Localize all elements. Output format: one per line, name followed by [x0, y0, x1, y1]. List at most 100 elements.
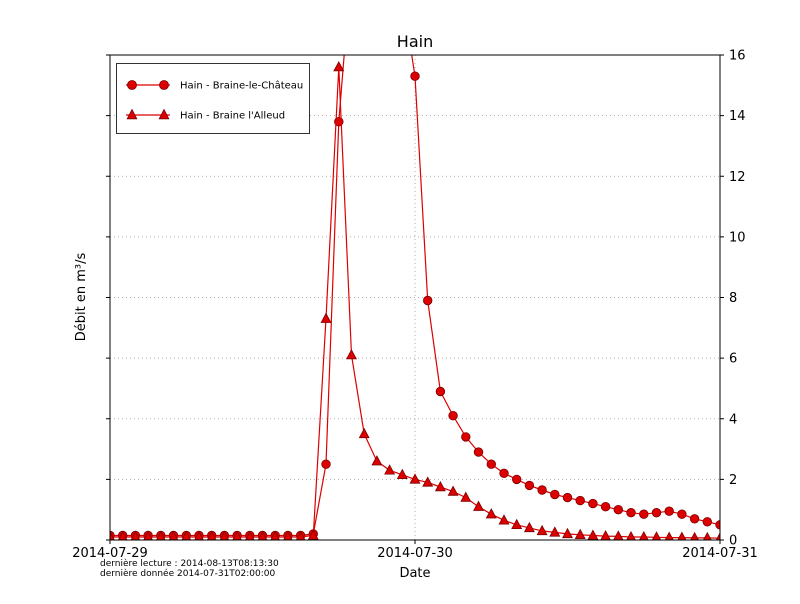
data-point-circle-icon: [435, 386, 446, 397]
data-point-circle-icon: [626, 508, 636, 518]
data-point-circle-icon: [689, 514, 700, 524]
data-point-triangle-icon: [562, 527, 573, 539]
data-point-triangle-icon: [409, 473, 421, 484]
data-point-triangle-icon: [346, 349, 357, 360]
data-point-triangle-icon: [110, 530, 115, 540]
data-point-triangle-icon: [244, 530, 255, 540]
data-point-triangle-icon: [384, 464, 396, 475]
footer-last-read: dernière lecture : 2014-08-13T08:13:30: [100, 558, 279, 569]
data-point-circle-icon: [461, 432, 471, 442]
ticks-layer: 0 2 4 6 8 10 12 14 16: [106, 49, 746, 549]
x-tick-label: 2014-07-30: [377, 546, 453, 561]
y-tick-label: 0: [729, 534, 737, 549]
data-point-circle-icon: [321, 459, 331, 469]
data-point-triangle-icon: [117, 530, 128, 540]
data-point-triangle-icon: [371, 455, 383, 466]
data-point-circle-icon: [410, 71, 420, 81]
data-point-triangle-icon: [155, 530, 166, 540]
data-point-circle-icon: [537, 485, 547, 495]
data-point-circle-icon: [524, 480, 535, 491]
data-point-triangle-icon: [511, 518, 523, 529]
data-point-triangle-icon: [498, 514, 510, 525]
data-point-triangle-icon: [257, 530, 268, 540]
data-point-triangle-icon: [651, 531, 662, 540]
legend-item: Hain - Braine l'Alleud: [126, 108, 285, 122]
data-point-triangle-icon: [358, 427, 370, 439]
legend-circle-marker-icon: [159, 80, 169, 90]
data-point-triangle-icon: [702, 531, 712, 540]
data-point-triangle-icon: [613, 530, 624, 540]
y-tick-label: 8: [729, 291, 737, 306]
y-tick-label: 12: [729, 170, 746, 185]
data-point-triangle-icon: [434, 480, 446, 492]
data-point-triangle-icon: [460, 491, 472, 502]
data-point-circle-icon: [423, 295, 433, 306]
footer-last-data: dernière donnée 2014-07-31T02:00:00: [100, 568, 275, 579]
data-point-triangle-icon: [422, 476, 434, 487]
data-point-circle-icon: [677, 509, 687, 519]
legend-label: Hain - Braine-le-Château: [180, 80, 303, 92]
data-point-triangle-icon: [638, 530, 649, 540]
y-axis-label: Débit en m³/s: [74, 253, 89, 342]
data-point-triangle-icon: [574, 528, 586, 539]
data-point-triangle-icon: [206, 530, 217, 540]
data-point-triangle-icon: [194, 530, 204, 540]
data-point-triangle-icon: [283, 530, 293, 540]
data-point-triangle-icon: [320, 312, 332, 323]
legend: Hain - Braine-le-Château Hain - Braine l…: [116, 63, 310, 134]
series-triangles: [110, 61, 720, 540]
legend-item: Hain - Braine-le-Château: [126, 80, 303, 92]
x-tick-label: 2014-07-29: [72, 546, 148, 561]
x-axis-label: Date: [399, 566, 430, 581]
data-point-triangle-icon: [587, 529, 599, 540]
data-point-triangle-icon: [485, 508, 497, 519]
data-point-triangle-icon: [690, 531, 699, 540]
legend-circle-marker-icon: [127, 80, 137, 90]
data-point-circle-icon: [664, 506, 674, 516]
data-point-triangle-icon: [626, 530, 636, 540]
series-layer: [110, 55, 720, 540]
data-point-circle-icon: [600, 502, 611, 512]
data-point-triangle-icon: [168, 530, 179, 540]
data-point-circle-icon: [486, 459, 497, 469]
data-point-circle-icon: [702, 517, 713, 527]
legend-triangle-marker-icon: [126, 108, 138, 120]
data-point-triangle-icon: [473, 500, 484, 511]
data-point-circle-icon: [473, 447, 484, 457]
data-point-triangle-icon: [143, 530, 153, 540]
data-point-triangle-icon: [664, 531, 674, 540]
y-tick-label: 6: [729, 352, 737, 367]
data-point-triangle-icon: [270, 530, 281, 540]
data-point-triangle-icon: [295, 530, 306, 540]
x-tick-label: 2014-07-31: [682, 546, 758, 561]
data-point-circle-icon: [588, 498, 598, 509]
y-tick-label: 2: [729, 473, 737, 488]
data-point-triangle-icon: [232, 530, 242, 540]
y-tick-label: 14: [729, 109, 746, 124]
legend-triangle-marker-icon: [158, 108, 170, 120]
data-point-triangle-icon: [677, 531, 687, 540]
data-point-triangle-icon: [715, 532, 720, 540]
y-tick-label: 16: [729, 49, 746, 64]
data-point-circle-icon: [512, 474, 522, 485]
data-point-triangle-icon: [536, 524, 548, 536]
data-point-triangle-icon: [219, 530, 230, 540]
data-point-triangle-icon: [333, 61, 345, 72]
data-point-circle-icon: [562, 492, 573, 503]
chart-title: Hain: [397, 32, 433, 51]
data-point-triangle-icon: [523, 521, 535, 533]
data-point-circle-icon: [575, 495, 585, 506]
data-point-circle-icon: [651, 508, 662, 518]
y-tick-label: 4: [729, 412, 737, 427]
y-tick-label: 10: [729, 230, 746, 245]
data-point-triangle-icon: [396, 468, 408, 479]
data-point-triangle-icon: [549, 526, 561, 537]
data-point-circle-icon: [448, 411, 458, 421]
data-point-circle-icon: [550, 489, 560, 500]
data-point-triangle-icon: [307, 529, 319, 540]
data-point-circle-icon: [613, 505, 624, 515]
data-point-circle-icon: [639, 509, 649, 519]
data-point-triangle-icon: [181, 530, 192, 540]
